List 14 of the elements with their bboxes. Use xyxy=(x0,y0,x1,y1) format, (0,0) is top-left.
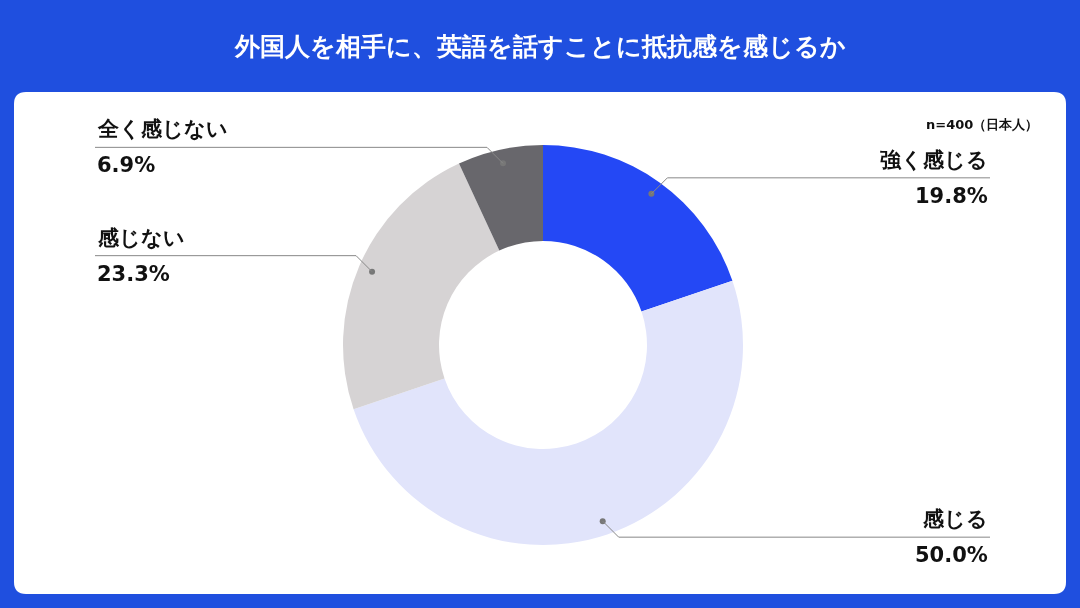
donut-slice xyxy=(458,145,543,251)
text: n=400（日本人） xyxy=(926,117,1039,132)
donut-slice xyxy=(543,145,733,312)
chart-title: 外国人を相手に、英語を話すことに抵抗感を感じるか xyxy=(233,31,846,61)
data-label: 6.9% xyxy=(97,153,156,177)
slice-label: 強く感じる xyxy=(880,148,988,172)
data-label: 23.3% xyxy=(97,262,170,286)
data-label: 19.8% xyxy=(915,184,988,208)
donut-slice xyxy=(353,280,743,545)
slice-label: 感じない xyxy=(97,226,185,250)
slice-label: 感じる xyxy=(922,507,988,531)
slice-label: 全く感じない xyxy=(97,117,228,141)
data-label: 50.0% xyxy=(915,543,988,567)
donut-slice xyxy=(343,163,500,410)
